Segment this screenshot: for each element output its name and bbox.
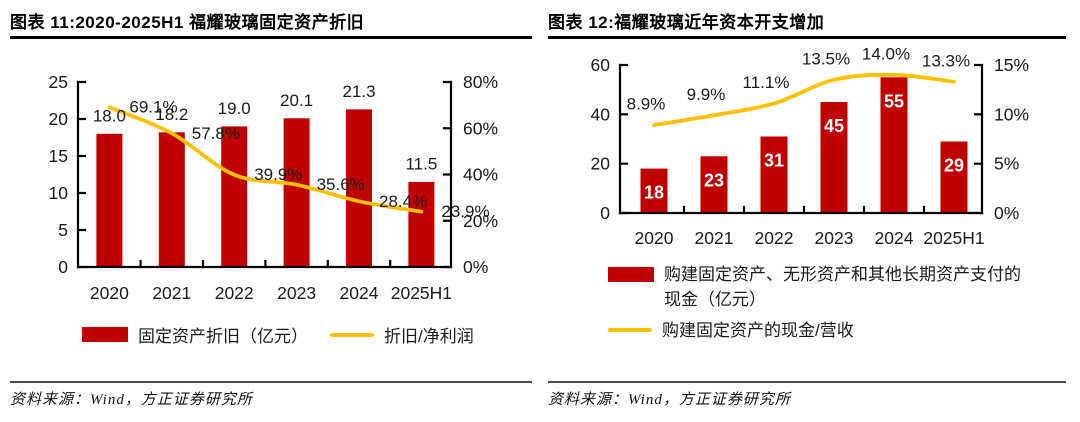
figure-12-source: 资料来源：Wind，方正证券研究所 [548, 392, 791, 408]
bar-legend-label: 购建固定资产、无形资产和其他长期资产支付的现金（亿元） [664, 265, 1021, 309]
right-axis-tick-label: 10% [994, 104, 1029, 124]
line-series [107, 105, 424, 214]
right-axis-tick-label: 0% [463, 257, 488, 277]
x-category-label-2025H1: 2025H1 [391, 283, 452, 303]
bar-value-label-2025H1: 29 [944, 155, 964, 175]
bar-value-label-2024: 21.3 [342, 82, 375, 101]
x-category-label-2022: 2022 [215, 283, 254, 303]
left-axis-tick-label: 20 [49, 109, 69, 129]
figure-11-source-rule [10, 381, 532, 383]
line-legend-label: 购建固定资产的现金/营收 [662, 321, 854, 341]
line-value-label-2024: 14.0% [862, 45, 910, 63]
bar-value-label-2025H1: 11.5 [405, 154, 437, 173]
left-axis-tick-label: 0 [600, 203, 610, 223]
right-axis-tick-label: 20% [463, 211, 498, 231]
figure-12-legend: 购建固定资产、无形资产和其他长期资产支付的现金（亿元） 购建固定资产的现金/营收 [608, 263, 1032, 344]
bar-2020 [96, 133, 123, 267]
x-category-label-2020: 2020 [635, 228, 674, 248]
line-legend-swatch [608, 328, 652, 333]
x-category-label-2023: 2023 [815, 228, 854, 248]
right-axis-tick-label: 0% [994, 203, 1019, 223]
legend-item-capex-bar: 购建固定资产、无形资产和其他长期资产支付的现金（亿元） [608, 263, 1032, 312]
x-category-label-2021: 2021 [152, 283, 191, 303]
bar-value-label-2022: 19.0 [218, 99, 251, 118]
figure-11-chart: 0 5 10 15 20 25 0% 20% 40% 60% 80% 2020 2021 2022 2023… [49, 72, 499, 303]
bar-value-label-2022: 31 [764, 151, 784, 171]
bar-value-label-2021: 18.2 [155, 105, 188, 124]
bar-2025H1 [940, 141, 968, 213]
bar-2021 [158, 132, 185, 267]
line-value-label-2023: 13.5% [802, 49, 850, 68]
bar-value-label-2020: 18.0 [93, 106, 126, 125]
left-axis-tick-label: 40 [591, 104, 611, 124]
bar-value-label-2020: 18 [644, 183, 664, 203]
line-value-label-2021: 57.8% [192, 124, 240, 143]
line-value-label-2020: 8.9% [627, 95, 666, 114]
line-value-label-2022: 39.9% [254, 165, 302, 184]
x-category-label-2024: 2024 [340, 283, 379, 303]
right-axis-tick-label: 15% [994, 55, 1029, 75]
left-axis-tick-label: 20 [591, 154, 611, 174]
line-value-label-2021: 9.9% [687, 85, 726, 104]
bar-2024 [346, 109, 372, 268]
figure-11-title-rule [10, 36, 532, 39]
right-axis-tick-label: 40% [463, 165, 498, 185]
figure-12-title: 图表 12:福耀玻璃近年资本开支增加 [548, 13, 825, 32]
bar-value-label-2021: 23 [704, 170, 724, 190]
figure-11-source: 资料来源：Wind，方正证券研究所 [10, 392, 253, 408]
x-category-label-2023: 2023 [277, 283, 316, 303]
right-axis-tick-label: 60% [463, 118, 498, 138]
x-category-label-2024: 2024 [875, 228, 914, 248]
bar-legend-swatch [608, 267, 654, 282]
left-axis-tick-label: 60 [591, 55, 611, 75]
bar-legend-label: 固定资产折旧（亿元） [138, 327, 308, 346]
left-axis-tick-label: 15 [49, 146, 68, 166]
line-value-label-2024: 28.4% [379, 192, 427, 211]
left-axis-tick-label: 0 [58, 257, 68, 277]
bar-value-label-2024: 55 [884, 91, 904, 111]
bar-2025H1 [408, 181, 435, 267]
x-category-label-2021: 2021 [695, 228, 734, 248]
figure-11-title: 图表 11:2020-2025H1 福耀玻璃固定资产折旧 [10, 13, 365, 32]
bar-2021 [700, 156, 728, 213]
line-legend-label: 折旧/净利润 [384, 327, 474, 346]
bar-2022 [221, 126, 248, 268]
line-value-label-2025H1: 23.9% [441, 202, 489, 221]
x-category-label-2025H1: 2025H1 [923, 228, 984, 248]
x-category-label-2022: 2022 [755, 228, 794, 248]
bar-value-label-2023: 20.1 [280, 91, 313, 110]
bar-2020 [640, 168, 668, 213]
bar-legend-swatch [82, 327, 128, 342]
bar-2022 [760, 136, 788, 213]
right-axis-tick-label: 5% [994, 154, 1019, 174]
left-axis-tick-label: 5 [58, 220, 68, 240]
figure-12-source-rule [548, 381, 1066, 383]
figure-12-title-rule [548, 36, 1066, 39]
line-value-label-2023: 35.6% [317, 175, 365, 194]
line-value-label-2025H1: 13.3% [922, 51, 970, 70]
bar-2023 [820, 102, 848, 213]
figure-11-legend: 固定资产折旧（亿元） 折旧/净利润 [82, 322, 474, 347]
x-category-label-2020: 2020 [90, 283, 129, 303]
legend-item-depreciation-bar: 固定资产折旧（亿元） [82, 322, 308, 347]
bar-value-label-2023: 45 [824, 116, 844, 136]
bar-2024 [880, 77, 908, 213]
right-axis-tick-label: 80% [463, 72, 498, 92]
left-axis-tick-label: 25 [49, 72, 68, 92]
line-value-label-2022: 11.1% [743, 73, 790, 92]
bar-2023 [283, 118, 310, 267]
figure-12-chart: 0 20 40 60 0% 5% 10% 15% 2020 2021 2022 2023 2024 202… [591, 45, 1030, 248]
left-axis-tick-label: 10 [49, 183, 69, 203]
line-value-label-2020: 69.1% [129, 98, 177, 117]
line-legend-swatch [330, 332, 374, 337]
legend-item-depreciation-ratio-line: 折旧/净利润 [330, 322, 474, 347]
legend-item-capex-revenue-line: 购建固定资产的现金/营收 [608, 319, 1032, 344]
line-series [652, 72, 956, 128]
